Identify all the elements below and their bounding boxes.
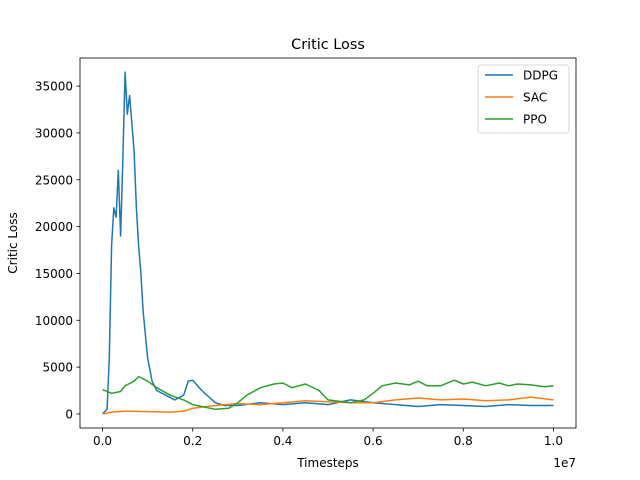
x-tick-label: 0.4 xyxy=(273,434,292,448)
x-tick-label: 1.0 xyxy=(544,434,563,448)
legend-box xyxy=(477,64,570,134)
legend: DDPG SAC PPO xyxy=(477,64,570,134)
y-tick-label: 0 xyxy=(65,407,73,421)
plot-frame xyxy=(79,57,577,429)
y-axis-label: Critic Loss xyxy=(6,212,20,273)
x-tick-label: 0.2 xyxy=(183,434,202,448)
x-axis-label: Timesteps xyxy=(296,456,359,470)
y-tick-label: 15000 xyxy=(35,267,73,281)
x-axis-offset-label: 1e7 xyxy=(553,456,576,470)
y-tick-label: 30000 xyxy=(35,126,73,140)
y-axis-ticks: 0 5000 10000 15000 20000 25000 30000 35000 xyxy=(35,80,80,421)
legend-label-sac: SAC xyxy=(523,91,547,105)
legend-items: DDPG SAC PPO xyxy=(485,69,558,127)
y-tick-label: 10000 xyxy=(35,314,73,328)
y-tick-label: 25000 xyxy=(35,173,73,187)
series-line-ddpg xyxy=(101,71,554,415)
chart-title: Critic Loss xyxy=(291,37,365,53)
x-axis-ticks: 0.0 0.2 0.4 0.6 0.8 1.0 xyxy=(93,428,563,448)
x-tick-label: 0.8 xyxy=(454,434,473,448)
x-tick-label: 0.6 xyxy=(364,434,383,448)
series-line-ppo xyxy=(102,375,554,411)
legend-label-ppo: PPO xyxy=(523,113,547,127)
y-tick-label: 20000 xyxy=(35,220,73,234)
legend-label-ddpg: DDPG xyxy=(523,69,558,83)
y-tick-label: 35000 xyxy=(35,80,73,94)
series-lines xyxy=(101,71,554,415)
x-tick-label: 0.0 xyxy=(93,434,112,448)
series-line-sac xyxy=(102,396,554,415)
y-tick-label: 5000 xyxy=(42,361,73,375)
